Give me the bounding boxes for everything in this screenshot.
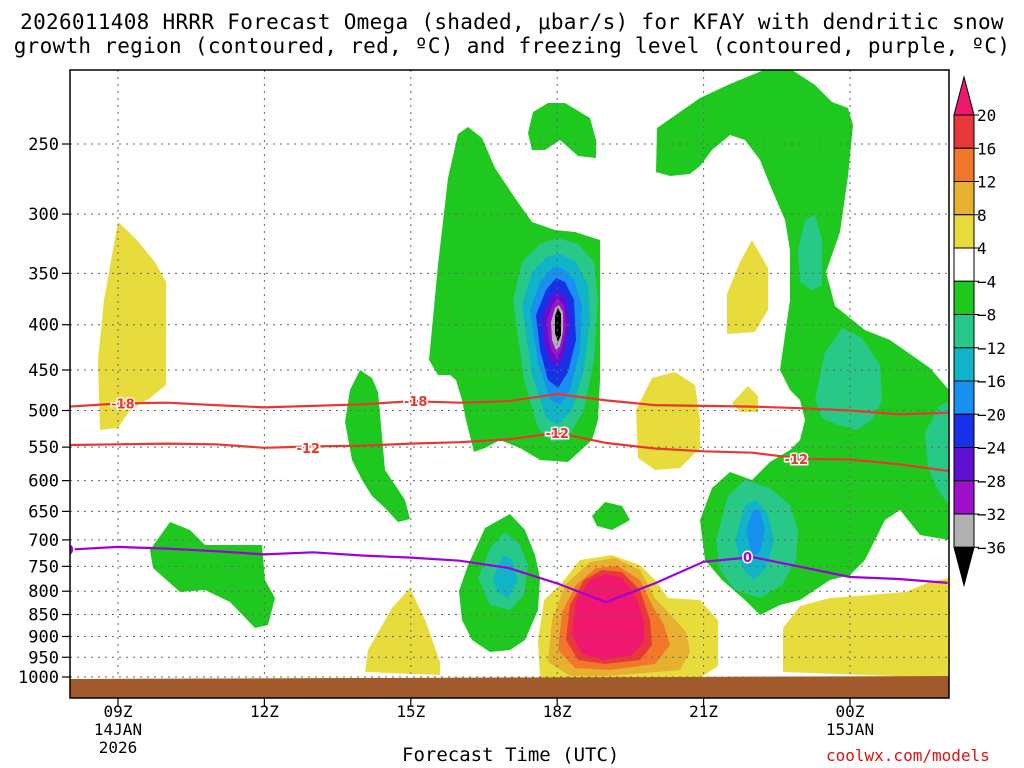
colorbar-label: −24	[977, 439, 1006, 458]
contour-label: -12	[297, 442, 321, 457]
omega-region-yellow	[365, 588, 440, 675]
colorbar-swatch	[953, 247, 975, 282]
y-tick-label: 1000	[18, 668, 59, 688]
credit-link[interactable]: coolwx.com/models	[826, 746, 990, 765]
omega-region-teal	[925, 402, 949, 505]
colorbar-swatch	[953, 214, 975, 249]
x-tick-date: 15JAN	[826, 720, 874, 739]
omega-region-yellow	[636, 372, 700, 470]
colorbar: 20 16 12 8 4 −4 −8 −12 −16 −20 −24 −28 −32 −36	[953, 75, 1006, 588]
colorbar-label: 20	[977, 106, 996, 125]
colorbar-label: 8	[977, 206, 987, 225]
x-tick-label: 21Z	[689, 702, 718, 721]
x-tick-label: 12Z	[250, 702, 279, 721]
omega-region-green	[656, 70, 949, 615]
colorbar-swatch	[953, 114, 975, 149]
x-tick-label: 18Z	[543, 702, 572, 721]
colorbar-label: −32	[977, 505, 1006, 524]
colorbar-swatch	[953, 181, 975, 216]
y-tick-label: 350	[28, 264, 59, 284]
omega-shading	[98, 70, 949, 678]
colorbar-label: −28	[977, 472, 1006, 491]
x-tick-date: 14JAN	[94, 720, 142, 739]
colorbar-top-arrow	[953, 75, 975, 116]
omega-region-green	[592, 502, 630, 530]
omega-region-teal	[798, 215, 822, 290]
contour-lines: -18 -18 -12 -12 -12 0 0	[65, 392, 948, 604]
omega-region-yellow	[783, 578, 949, 678]
y-tick-label: 800	[28, 582, 59, 602]
omega-region-yellow	[732, 386, 758, 412]
y-axis: 2503003504004505005506006507007508008509…	[18, 135, 70, 688]
y-tick-label: 750	[28, 557, 59, 577]
omega-region-green	[528, 103, 596, 158]
colorbar-swatch	[953, 380, 975, 415]
x-axis-title: Forecast Time (UTC)	[402, 744, 620, 766]
colorbar-label: −16	[977, 372, 1006, 391]
ground-terrain	[70, 676, 949, 698]
y-tick-label: 450	[28, 361, 59, 381]
colorbar-swatch	[953, 513, 975, 548]
chart-title-line-2: growth region (contoured, red, ºC) and f…	[13, 34, 1011, 58]
colorbar-swatch	[953, 314, 975, 349]
contour-line	[70, 431, 948, 472]
contour-label: -12	[785, 453, 809, 468]
omega-region-green	[150, 522, 275, 628]
y-tick-label: 850	[28, 606, 59, 626]
contour-line	[70, 392, 948, 416]
y-tick-label: 950	[28, 648, 59, 668]
omega-region-yellow	[98, 222, 166, 430]
colorbar-label: −36	[977, 538, 1006, 557]
y-tick-label: 550	[28, 438, 59, 458]
chart-title-line-1: 2026011408 HRRR Forecast Omega (shaded, …	[20, 10, 1004, 34]
contour-line	[70, 545, 948, 604]
colorbar-swatch	[953, 147, 975, 182]
y-tick-label: 600	[28, 472, 59, 492]
y-tick-label: 250	[28, 135, 59, 155]
x-tick-label: 00Z	[836, 702, 865, 721]
x-tick-label: 09Z	[104, 702, 133, 721]
y-tick-label: 500	[28, 402, 59, 422]
x-tick-year: 2026	[99, 738, 138, 757]
contour-label: -18	[111, 398, 135, 413]
x-tick-label: 15Z	[396, 702, 425, 721]
omega-region-black	[555, 308, 561, 342]
contour-label: 0	[65, 544, 74, 559]
colorbar-label: −12	[977, 339, 1006, 358]
colorbar-label: 4	[977, 239, 987, 258]
colorbar-swatch	[953, 280, 975, 315]
colorbar-swatch	[953, 413, 975, 448]
colorbar-swatch	[953, 347, 975, 382]
y-tick-label: 650	[28, 502, 59, 522]
plot-frame	[69, 69, 950, 699]
y-tick-label: 900	[28, 627, 59, 647]
colorbar-label: −4	[977, 272, 996, 291]
contour-label: -18	[404, 395, 428, 410]
y-tick-label: 300	[28, 205, 59, 225]
omega-region-yellow	[727, 240, 768, 334]
colorbar-swatch	[953, 480, 975, 515]
colorbar-swatch	[953, 447, 975, 482]
colorbar-label: 16	[977, 139, 996, 158]
omega-region-teal	[815, 328, 882, 430]
contour-label: -12	[545, 427, 569, 442]
y-tick-label: 400	[28, 316, 59, 336]
colorbar-label: 12	[977, 173, 996, 192]
colorbar-label: −8	[977, 306, 996, 325]
y-tick-label: 700	[28, 531, 59, 551]
colorbar-label: −20	[977, 405, 1006, 424]
colorbar-bottom-arrow	[953, 546, 975, 588]
omega-region-blue	[746, 510, 765, 556]
contour-label: 0	[743, 551, 752, 566]
